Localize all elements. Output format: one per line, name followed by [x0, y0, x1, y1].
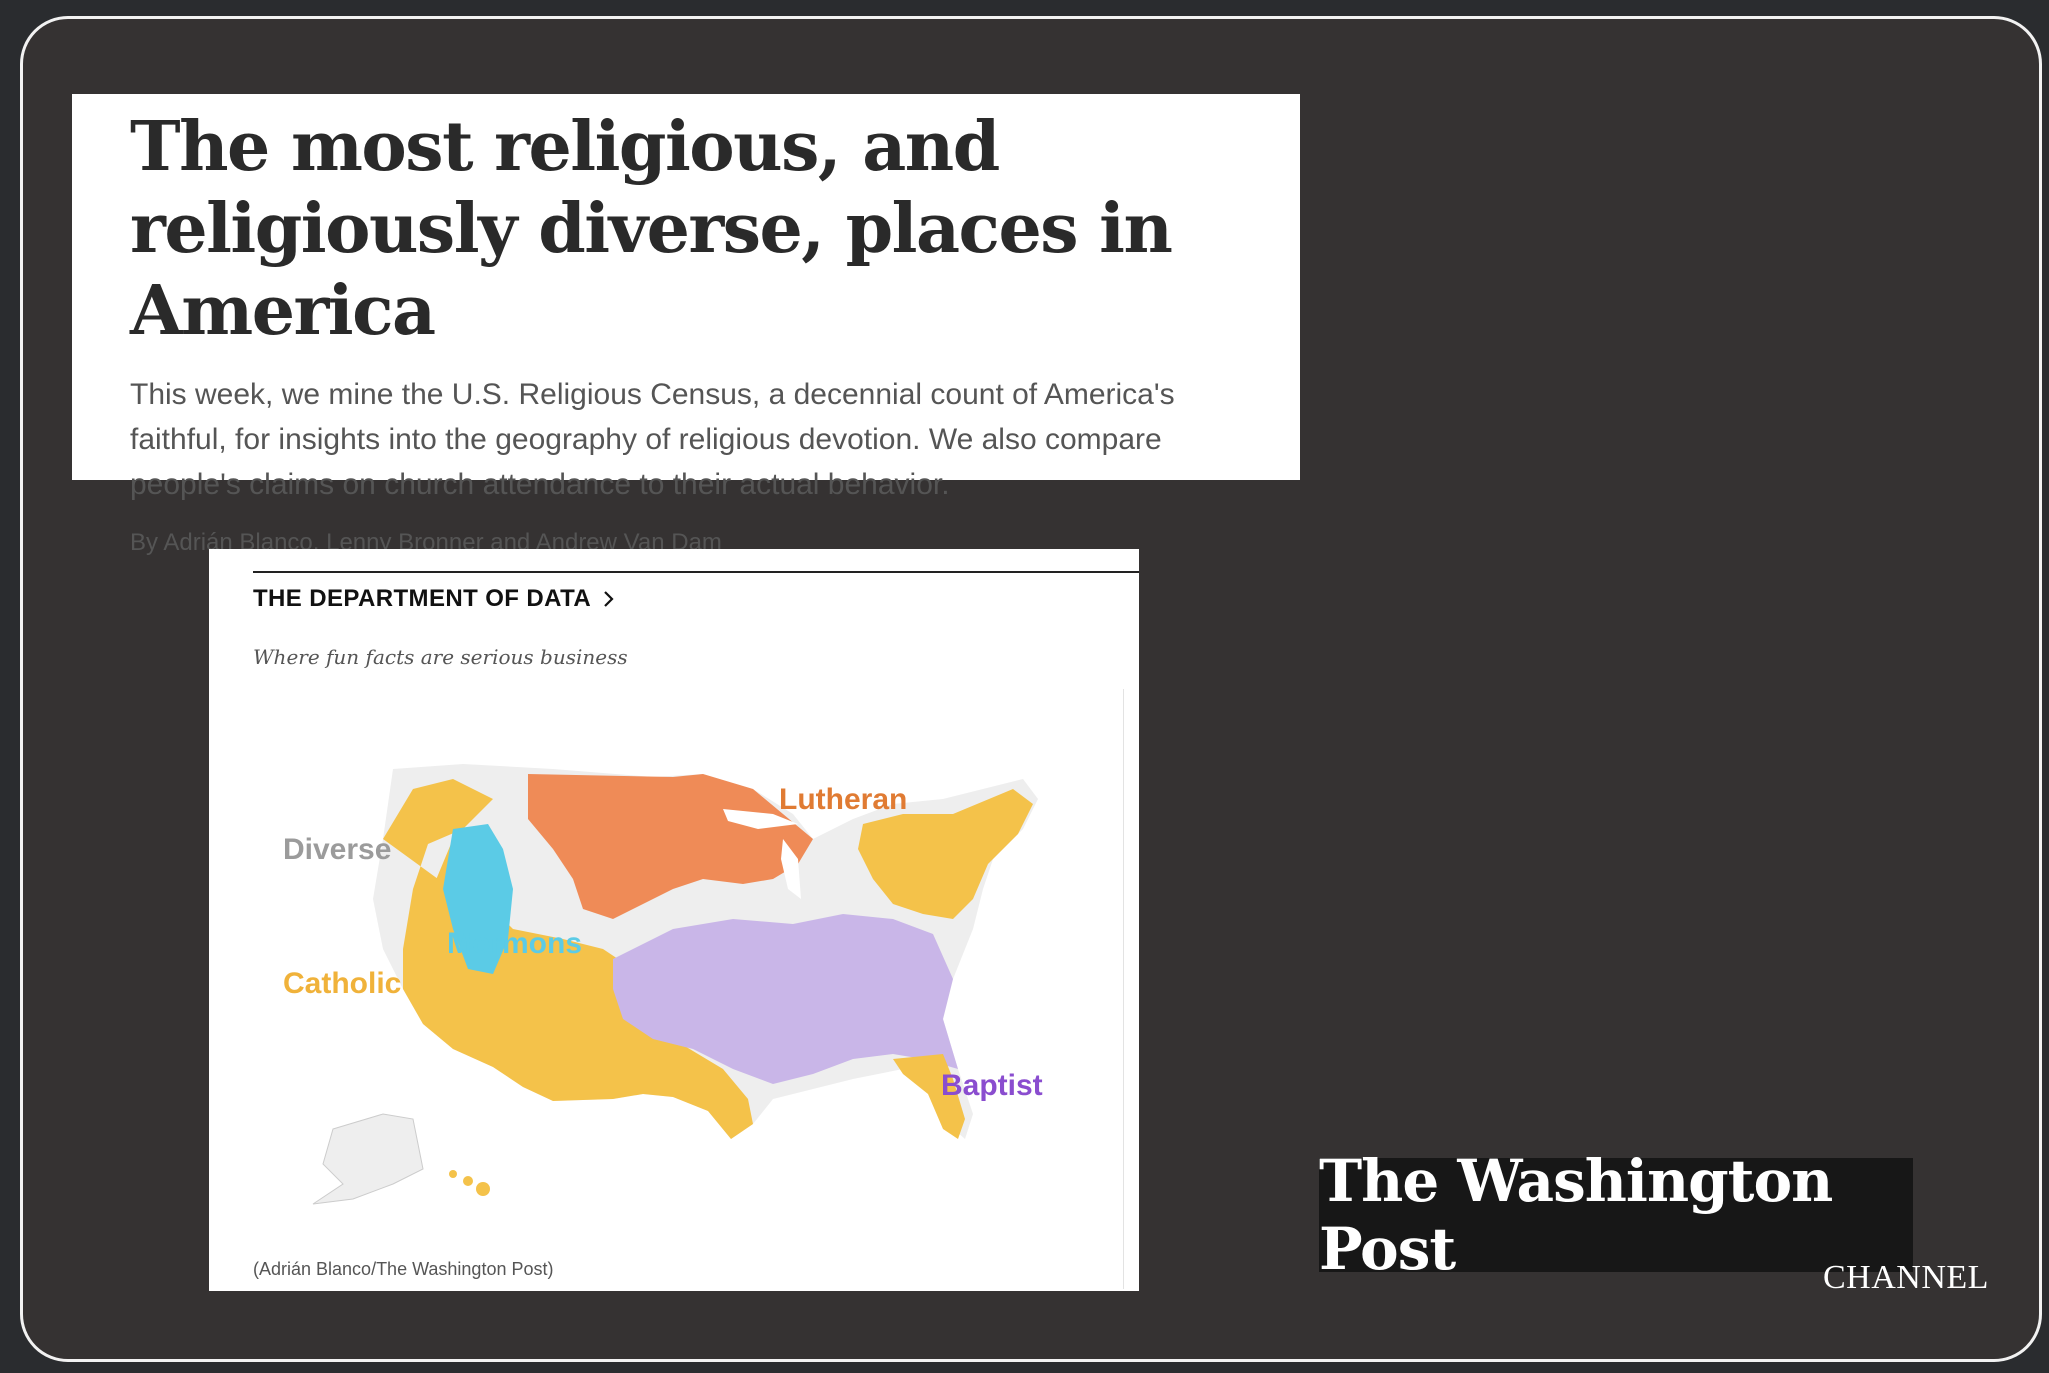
article-headline: The most religious, and religiously dive… [130, 107, 1173, 351]
chevron-right-icon [604, 591, 614, 607]
label-catholic: Catholic [283, 967, 402, 1000]
section-tagline: Where fun facts are serious business [253, 645, 628, 669]
map-region-alaska [312, 1113, 424, 1205]
map-credit: (Adrián Blanco/The Washington Post) [253, 1259, 554, 1279]
map-region-baptist [613, 914, 958, 1084]
map-region-hawaii-3 [476, 1182, 490, 1196]
map-region-hawaii-1 [449, 1170, 457, 1178]
label-diverse: Diverse [283, 833, 392, 866]
label-mormons: Mormons [447, 927, 582, 960]
video-frame: The most religious, and religiously dive… [20, 16, 2042, 1362]
logo-text: The Washington Post [1319, 1147, 1833, 1283]
article-dek: This week, we mine the U.S. Religious Ce… [130, 378, 1175, 501]
map-region-florida [893, 1054, 965, 1139]
section-link[interactable]: THE DEPARTMENT OF DATA [253, 585, 615, 613]
card-divider [1123, 689, 1124, 1289]
map-region-hawaii-2 [463, 1176, 473, 1186]
label-baptist: Baptist [941, 1069, 1043, 1102]
washington-post-logo: The Washington Post [1319, 1147, 1913, 1283]
map-card: THE DEPARTMENT OF DATA Where fun facts a… [209, 549, 1139, 1291]
map-region-catholic-northeast [858, 789, 1033, 919]
map-region-lutheran [528, 774, 813, 919]
label-lutheran: Lutheran [779, 783, 908, 816]
section-rule [253, 571, 1139, 573]
map-lake-michigan [781, 839, 801, 899]
article-header-card: The most religious, and religiously dive… [72, 94, 1300, 556]
map-lake-superior [723, 809, 798, 829]
section-title: THE DEPARTMENT OF DATA [253, 585, 592, 612]
us-religion-map [312, 764, 1038, 1205]
map-region-mormons [443, 824, 513, 974]
channel-label: CHANNEL [1823, 1259, 1989, 1296]
